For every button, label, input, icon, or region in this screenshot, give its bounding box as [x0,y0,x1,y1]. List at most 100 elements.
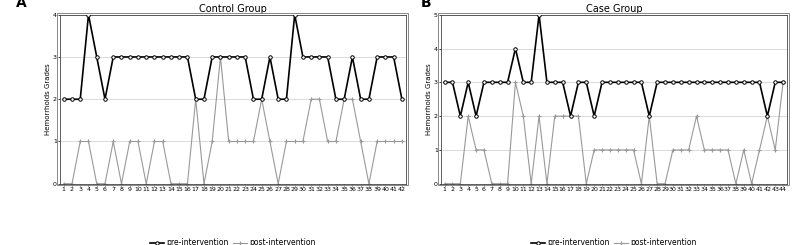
post-intervention [637,182,646,185]
post-intervention [240,140,250,143]
pre-intervention [597,81,607,84]
post-intervention [372,140,382,143]
Line: pre-intervention: pre-intervention [62,13,404,101]
pre-intervention [134,56,143,59]
post-intervention [574,115,584,118]
pre-intervention [224,56,234,59]
pre-intervention [754,81,764,84]
post-intervention [479,148,489,151]
post-intervention [605,148,615,151]
pre-intervention [332,98,341,101]
Line: post-intervention: post-intervention [61,55,405,186]
post-intervention [59,182,68,185]
post-intervention [207,140,217,143]
pre-intervention [731,81,741,84]
pre-intervention [526,81,536,84]
post-intervention [232,140,242,143]
pre-intervention [456,115,465,118]
post-intervention [471,148,481,151]
pre-intervention [613,81,622,84]
pre-intervention [510,47,520,50]
pre-intervention [381,56,390,59]
post-intervention [700,148,709,151]
post-intervention [92,182,102,185]
post-intervention [174,182,184,185]
Text: A: A [16,0,27,10]
pre-intervention [142,56,151,59]
post-intervention [581,182,591,185]
pre-intervention [502,81,512,84]
pre-intervention [747,81,756,84]
post-intervention [550,115,560,118]
post-intervention [487,182,497,185]
post-intervention [191,98,200,101]
Title: Case Group: Case Group [586,4,642,14]
pre-intervention [215,56,225,59]
post-intervention [676,148,685,151]
post-intervention [389,140,398,143]
pre-intervention [589,115,599,118]
post-intervention [518,115,528,118]
post-intervention [526,182,536,185]
post-intervention [68,182,77,185]
post-intervention [356,140,366,143]
post-intervention [183,182,192,185]
post-intervention [621,148,630,151]
pre-intervention [684,81,693,84]
post-intervention [463,115,473,118]
post-intervention [83,140,93,143]
post-intervention [558,115,568,118]
pre-intervention [645,115,654,118]
pre-intervention [676,81,685,84]
post-intervention [762,115,772,118]
post-intervention [566,115,576,118]
post-intervention [629,148,638,151]
Legend: pre-intervention, post-intervention: pre-intervention, post-intervention [150,238,316,245]
pre-intervention [574,81,584,84]
post-intervention [731,182,741,185]
post-intervention [723,148,733,151]
pre-intervention [700,81,709,84]
pre-intervention [542,81,552,84]
post-intervention [661,182,670,185]
post-intervention [200,182,209,185]
pre-intervention [550,81,560,84]
pre-intervention [534,13,544,16]
pre-intervention [183,56,192,59]
pre-intervention [298,56,308,59]
pre-intervention [100,98,110,101]
post-intervention [281,140,291,143]
Y-axis label: Hemorrhoids Grades: Hemorrhoids Grades [45,63,52,135]
pre-intervention [158,56,168,59]
pre-intervention [440,81,449,84]
pre-intervention [566,115,576,118]
post-intervention [306,98,316,101]
post-intervention [249,140,258,143]
post-intervention [613,148,622,151]
post-intervention [495,182,505,185]
pre-intervention [668,81,677,84]
Line: pre-intervention: pre-intervention [443,13,785,118]
pre-intervention [266,56,275,59]
pre-intervention [716,81,725,84]
post-intervention [158,140,168,143]
pre-intervention [581,81,591,84]
pre-intervention [149,56,159,59]
post-intervention [315,98,324,101]
pre-intervention [257,98,266,101]
pre-intervention [770,81,780,84]
pre-intervention [174,56,184,59]
post-intervention [542,182,552,185]
pre-intervention [108,56,118,59]
post-intervention [347,98,357,101]
pre-intervention [558,81,568,84]
pre-intervention [281,98,291,101]
pre-intervention [778,81,788,84]
post-intervention [645,115,654,118]
pre-intervention [191,98,200,101]
pre-intervention [273,98,283,101]
post-intervention [448,182,457,185]
pre-intervention [207,56,217,59]
pre-intervention [323,56,332,59]
pre-intervention [125,56,134,59]
